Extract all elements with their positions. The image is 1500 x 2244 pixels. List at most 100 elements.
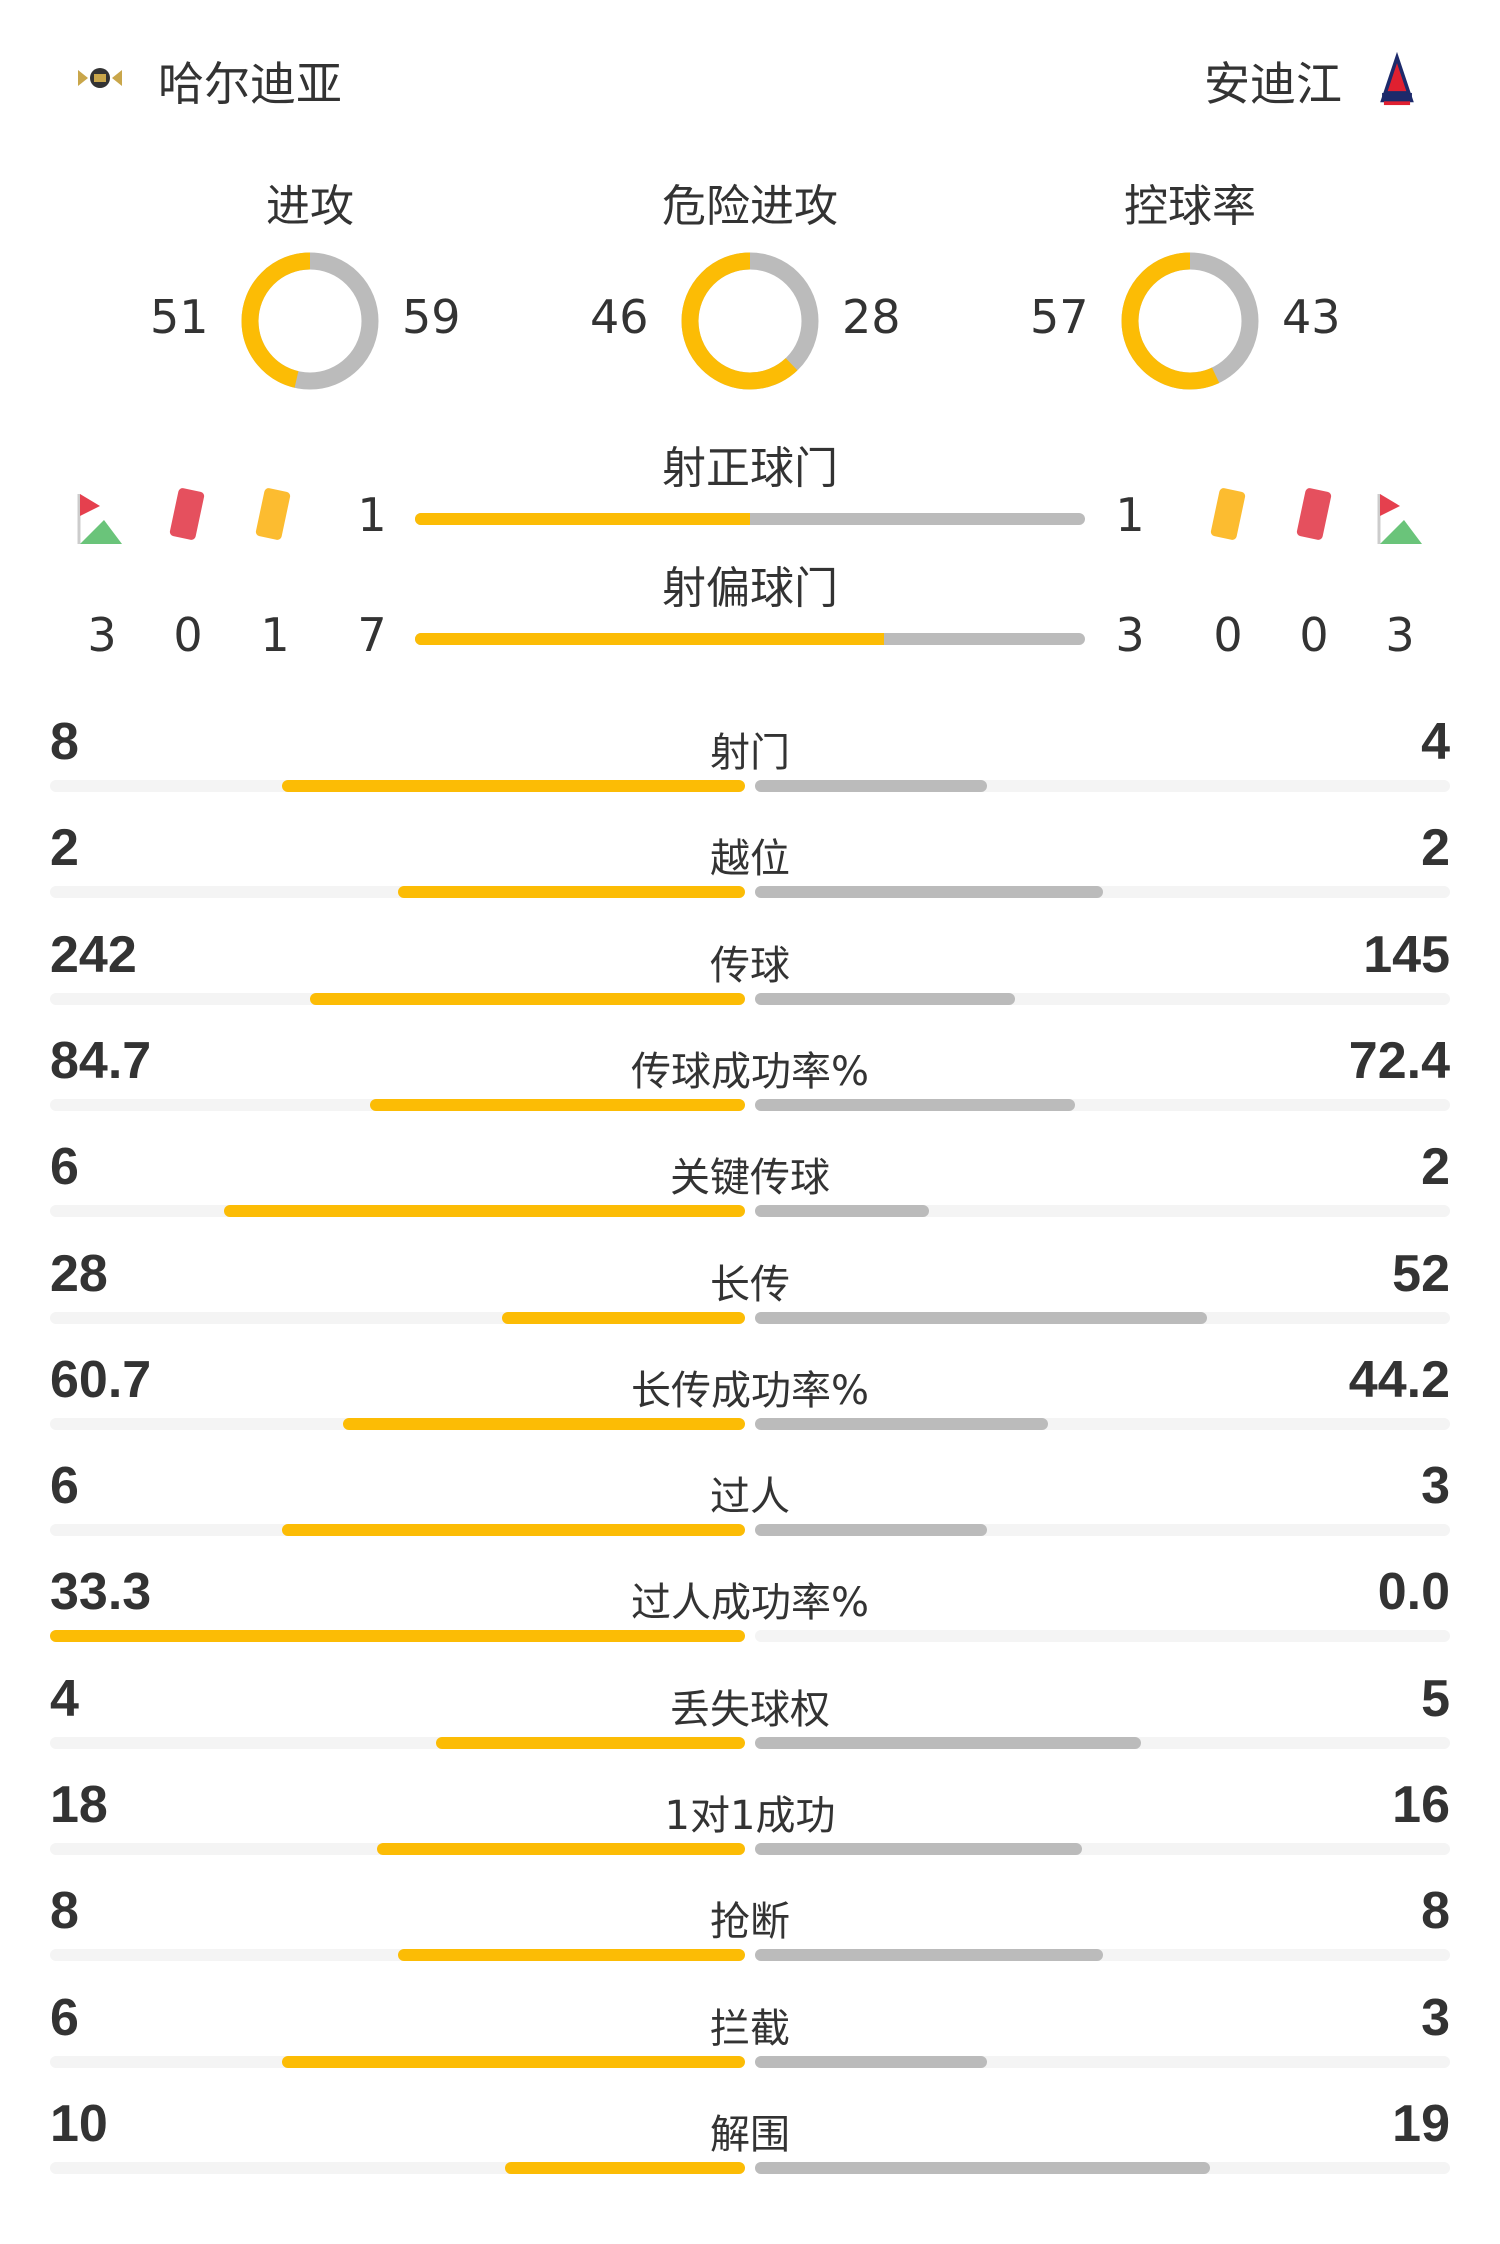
shots-on-target-bar (415, 513, 1085, 525)
stat-home-bar (50, 1630, 745, 1643)
stat-home-value: 28 (50, 1244, 108, 1303)
stat-label: 关键传球 (670, 1155, 830, 1202)
stat-home-bar (281, 780, 745, 792)
stat-home-track (50, 1205, 745, 1218)
stat-home-value: 6 (50, 1988, 79, 2047)
stat-home-track (50, 1524, 745, 1537)
stat-away-bar (755, 2161, 1211, 2174)
stat-away-value: 3 (1421, 1988, 1450, 2047)
away-shots-on-value: 1 (1115, 488, 1145, 542)
stat-away-value: 4 (1421, 713, 1450, 771)
stat-away-track (755, 2161, 1450, 2174)
stat-home-bar (370, 1098, 745, 1111)
stat-home-track (50, 2161, 745, 2174)
donut-away-value: 43 (1282, 290, 1341, 344)
stat-home-bar (397, 1949, 745, 1962)
stat-home-track (50, 1630, 745, 1643)
stat-away-value: 16 (1392, 1776, 1450, 1834)
shots-off-target-bar (415, 633, 1085, 645)
donut-chart (1121, 252, 1259, 390)
stat-home-bar (223, 1205, 745, 1218)
stat-row: 242 传球 145 (50, 925, 1450, 1031)
donut-away-value: 59 (402, 290, 461, 344)
stat-home-bar (281, 2055, 745, 2068)
stat-away-track (755, 886, 1450, 899)
stat-row: 6 拦截 3 (50, 1988, 1450, 2094)
stat-away-bar (755, 1311, 1207, 1324)
donut-home-value: 46 (590, 290, 649, 344)
stat-away-track (755, 2055, 1450, 2068)
stat-row: 60.7 长传成功率% 44.2 (50, 1350, 1450, 1456)
stat-away-track (755, 992, 1450, 1005)
stat-label: 拦截 (710, 2005, 790, 2052)
donut-chart (681, 252, 819, 390)
stat-home-value: 2 (50, 819, 79, 878)
stat-away-track (755, 780, 1450, 792)
stat-home-value: 4 (50, 1669, 79, 1728)
stat-home-track (50, 1949, 745, 1962)
stat-home-track (50, 886, 745, 899)
stat-home-bar (310, 992, 745, 1005)
stat-away-bar (755, 1098, 1076, 1111)
red-card-icon (1296, 488, 1332, 540)
stat-label: 1对1成功 (664, 1793, 836, 1839)
stat-away-bar (755, 1417, 1048, 1430)
stat-home-bar (281, 1524, 745, 1537)
donut-title: 进攻 (266, 181, 354, 232)
donut-chart (241, 252, 379, 390)
home-corners-value: 3 (87, 608, 117, 662)
stat-away-value: 3 (1421, 1457, 1450, 1516)
away-corners-value: 3 (1385, 608, 1415, 662)
stat-away-value: 19 (1392, 2094, 1450, 2153)
stat-home-track (50, 1843, 745, 1855)
stat-home-value: 242 (50, 925, 137, 984)
shots-off-target-label: 射偏球门 (662, 563, 838, 614)
home-yellow-cards-value: 1 (260, 608, 290, 662)
away-yellow-cards-value: 0 (1213, 608, 1243, 662)
stat-away-track (755, 1098, 1450, 1111)
stat-away-bar (755, 1843, 1083, 1855)
stat-label: 长传 (710, 1261, 790, 1308)
stat-home-track (50, 1311, 745, 1324)
stat-away-track (755, 1417, 1450, 1430)
stat-home-track (50, 780, 745, 792)
home-team-name: 哈尔迪亚 (158, 57, 342, 111)
stat-row: 18 1对1成功 16 (50, 1775, 1450, 1881)
stat-home-value: 6 (50, 1138, 79, 1197)
stat-home-value: 84.7 (50, 1031, 152, 1090)
stat-away-value: 2 (1421, 819, 1450, 878)
stat-home-bar (342, 1417, 745, 1430)
corner-flag-icon (77, 494, 122, 544)
stat-away-value: 52 (1392, 1244, 1450, 1303)
stat-home-value: 8 (50, 713, 79, 771)
stat-away-bar (755, 992, 1016, 1005)
corner-flag-icon (1377, 494, 1422, 544)
donut-home-value: 51 (150, 290, 209, 344)
stat-home-track (50, 1736, 745, 1749)
stat-away-value: 8 (1421, 1882, 1450, 1941)
stat-row: 84.7 传球成功率% 72.4 (50, 1031, 1450, 1137)
stat-label: 解围 (710, 2111, 790, 2158)
stat-home-track (50, 1098, 745, 1111)
donut-home-arc (1121, 252, 1259, 390)
stat-away-track (755, 1736, 1450, 1749)
stat-away-value: 0.0 (1377, 1563, 1450, 1622)
stat-label: 过人成功率% (630, 1580, 869, 1627)
stat-row: 8 射门 4 (50, 712, 1450, 818)
stat-row: 2 越位 2 (50, 818, 1450, 924)
stat-away-bar (755, 886, 1103, 899)
stat-label: 抢断 (710, 1899, 790, 1946)
stat-away-track (755, 1205, 1450, 1218)
yellow-card-icon (1210, 488, 1246, 540)
stat-away-track (755, 1524, 1450, 1537)
stat-home-value: 6 (50, 1457, 79, 1516)
home-red-cards-value: 0 (173, 608, 203, 662)
stat-label: 传球成功率% (630, 1048, 869, 1095)
stat-away-track (755, 1311, 1450, 1324)
stat-away-value: 44.2 (1348, 1350, 1450, 1409)
stat-home-bar (501, 1311, 745, 1324)
away-team-logo-icon (1380, 51, 1414, 106)
stat-home-track (50, 1417, 745, 1430)
home-team-logo-icon (78, 68, 122, 88)
donut-home-arc (241, 252, 379, 390)
